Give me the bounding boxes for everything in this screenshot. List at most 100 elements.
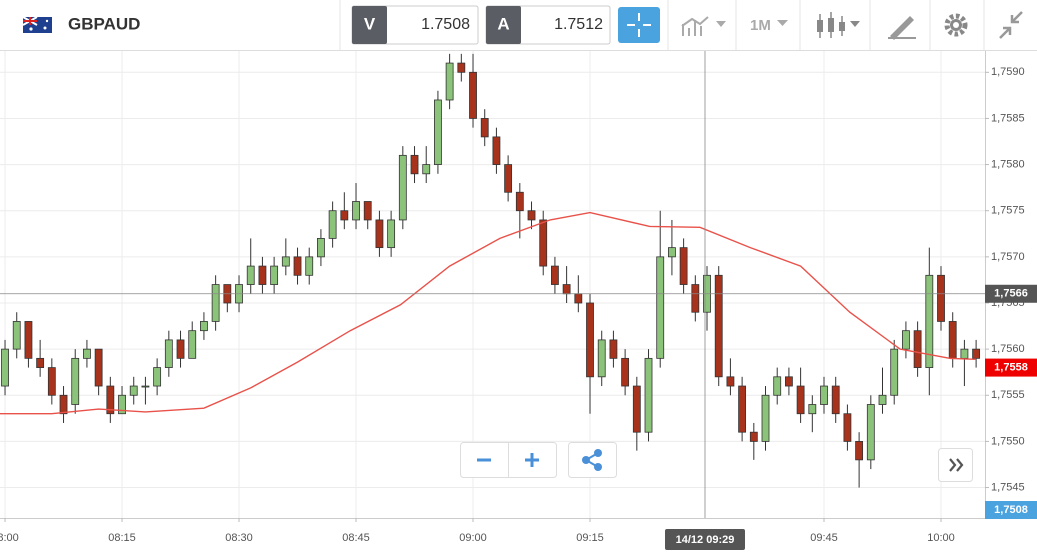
candle-body [539,219,548,267]
x-tick-label: 09:15 [576,532,604,544]
candle-body [375,219,384,249]
y-tick-label: 1,7560 [991,343,1025,355]
x-tick-label: 08:00 [0,532,19,544]
y-tick-label: 1,7590 [991,66,1025,78]
bid-button[interactable]: V 1.7508 [351,5,479,45]
candle-body [890,348,899,396]
candle-body [352,201,360,221]
candle-body [515,191,524,212]
candle-body [773,376,782,396]
candle-body [164,339,173,368]
candle-body [656,256,665,359]
timeframe: 1M [750,17,771,34]
axes: 1,75451,75501,75551,75601,75651,75701,75… [0,66,1037,544]
candle-body [808,404,817,415]
candle-body [387,219,396,249]
crosshair-button[interactable] [618,7,660,43]
candle-body [328,210,337,239]
bid-badge: 1,7508 [985,501,1037,519]
x-tick-label: 10:00 [927,532,955,544]
candle-body [597,339,606,378]
candle-body [691,284,700,313]
candle-body [24,321,33,359]
candle-body [12,321,21,350]
candle-body [972,348,981,359]
candle-body [83,348,91,359]
y-tick-label: 1,7570 [991,251,1025,263]
candle-body [960,348,969,359]
candle-body [246,265,255,285]
candle-body [504,164,513,193]
candle-body [714,274,723,378]
x-tick-label: 09:45 [810,532,838,544]
settings-button[interactable] [944,13,968,37]
candle-body [270,265,279,285]
candle-body [551,265,559,285]
toolbar: GBPAUD V 1.7508 A 1.7512 1M [0,0,1037,51]
candle-body [948,321,957,359]
candle-body [632,385,641,433]
candle-body [340,210,349,221]
candle-body [586,302,594,378]
candle-body [527,210,536,221]
ask-price: 1.7512 [554,16,603,33]
candle-body [609,339,618,359]
candle-body [925,274,934,368]
candle-body [1,348,9,387]
candle-body [644,357,653,433]
candle-body [106,385,115,415]
grid [0,51,985,518]
candle-body [258,265,267,285]
candle-body [726,376,735,387]
candle-body [785,376,793,387]
zoom-in[interactable] [525,453,539,467]
ask-label: A [497,14,509,33]
ask-button[interactable]: A 1.7512 [485,5,611,45]
candle-body [480,118,489,138]
candle-body [129,385,138,396]
moving-average [0,211,977,415]
candle-body [668,247,676,258]
y-tick-label: 1,7575 [991,205,1025,217]
candle-body [820,385,828,405]
candle-body [761,394,770,442]
candle-body [574,293,583,304]
y-tick-label: 1,7545 [991,481,1025,493]
collapse-button[interactable] [999,11,1023,39]
candle-body [469,71,477,119]
candle-body [281,256,290,267]
candle-body [621,357,630,387]
candle-body [141,385,150,388]
candle-body [59,394,68,415]
y-tick-label: 1,7580 [991,158,1025,170]
candle-body [200,321,208,332]
crosshair-price: 1,7566 [994,288,1028,300]
candle-body [796,385,805,415]
candle-body [901,330,910,350]
candle-body [843,413,852,442]
candle-body [317,237,325,258]
candle-body [422,164,431,175]
candle-body [492,136,501,165]
y-tick-label: 1,7555 [991,389,1025,401]
candle-body [866,404,875,461]
candle-body [305,256,314,276]
candle-body [176,339,185,359]
candle-body [36,357,45,368]
candle-body [188,330,197,359]
indicators-button[interactable] [681,16,726,36]
candle-body [94,348,103,387]
candle-body [410,154,419,175]
candle-body [363,201,372,221]
draw-button[interactable] [888,16,916,40]
candle-body [118,394,126,415]
plot [0,53,985,488]
candle-body [831,385,840,415]
chart-type-button[interactable] [817,12,860,38]
bid-price: 1.7508 [421,16,470,33]
candle-body [457,62,466,73]
timeframe-button[interactable]: 1M [750,17,788,34]
candle-body [153,367,162,387]
share-button[interactable] [568,442,617,478]
